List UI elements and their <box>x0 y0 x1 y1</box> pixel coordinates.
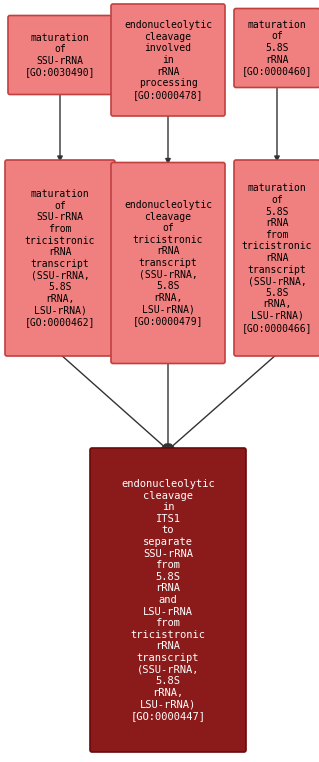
FancyBboxPatch shape <box>234 8 319 88</box>
FancyBboxPatch shape <box>111 4 225 116</box>
Text: endonucleolytic
cleavage
of
tricistronic
rRNA
transcript
(SSU-rRNA,
5.8S
rRNA,
L: endonucleolytic cleavage of tricistronic… <box>124 200 212 326</box>
Text: maturation
of
5.8S
rRNA
[GO:0000460]: maturation of 5.8S rRNA [GO:0000460] <box>242 20 312 76</box>
FancyBboxPatch shape <box>90 448 246 752</box>
FancyBboxPatch shape <box>111 162 225 363</box>
FancyBboxPatch shape <box>5 160 115 356</box>
Text: endonucleolytic
cleavage
involved
in
rRNA
processing
[GO:0000478]: endonucleolytic cleavage involved in rRN… <box>124 21 212 100</box>
Text: maturation
of
SSU-rRNA
from
tricistronic
rRNA
transcript
(SSU-rRNA,
5.8S
rRNA,
L: maturation of SSU-rRNA from tricistronic… <box>25 189 95 327</box>
Text: maturation
of
SSU-rRNA
[GO:0030490]: maturation of SSU-rRNA [GO:0030490] <box>25 33 95 78</box>
FancyBboxPatch shape <box>8 15 112 94</box>
Text: maturation
of
5.8S
rRNA
from
tricistronic
rRNA
transcript
(SSU-rRNA,
5.8S
rRNA,
: maturation of 5.8S rRNA from tricistroni… <box>242 184 312 332</box>
FancyBboxPatch shape <box>234 160 319 356</box>
Text: endonucleolytic
cleavage
in
ITS1
to
separate
SSU-rRNA
from
5.8S
rRNA
and
LSU-rRN: endonucleolytic cleavage in ITS1 to sepa… <box>121 479 215 721</box>
